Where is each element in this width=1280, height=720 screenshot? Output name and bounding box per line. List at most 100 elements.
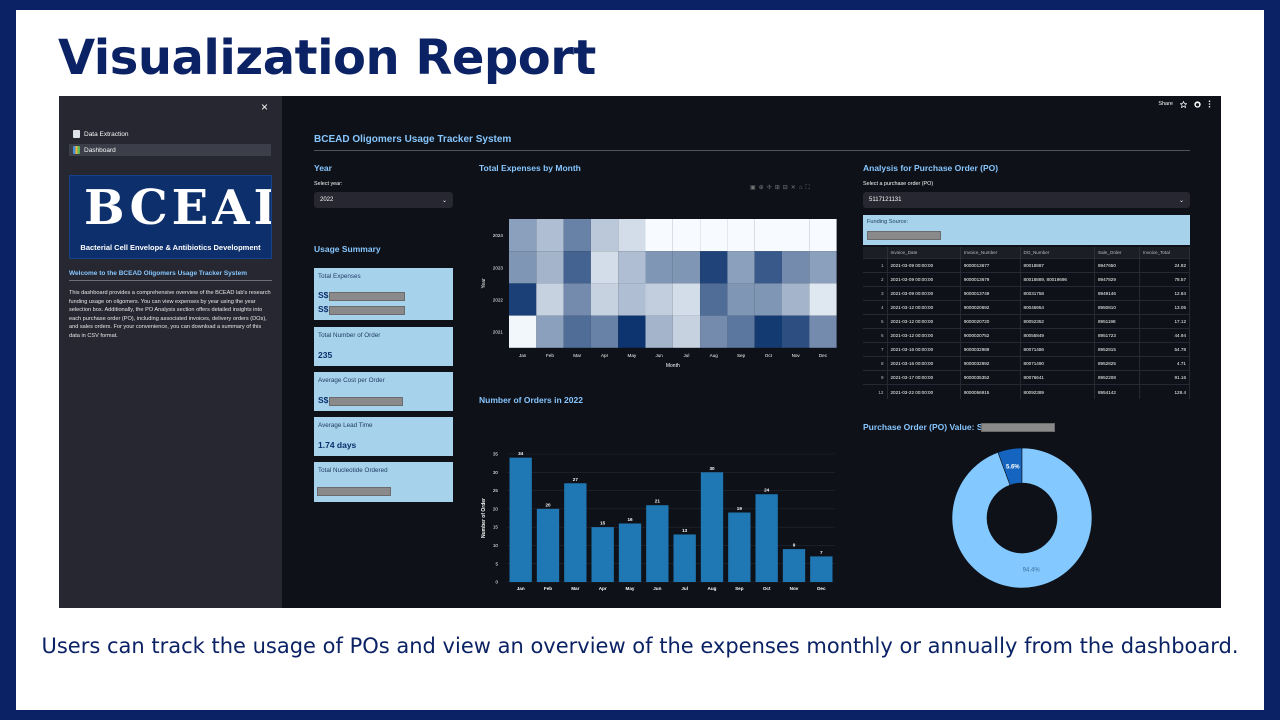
- row-index: 7: [863, 342, 888, 357]
- table-cell: 9000013677: [960, 257, 1021, 273]
- heatmap-cell: [645, 219, 673, 252]
- heatmap-cell: [590, 315, 619, 348]
- row-index: 1: [863, 257, 888, 273]
- average-cost-card: Average Cost per Order S$: [314, 372, 453, 411]
- redaction-bar: [329, 292, 405, 301]
- table-cell: 8947829: [1094, 271, 1141, 287]
- y-tick-label: 0: [495, 580, 498, 585]
- x-tick-label: Oct: [763, 586, 771, 591]
- heatmap-cell: [509, 283, 537, 316]
- card-label: Total Number of Order: [318, 332, 381, 339]
- x-tick-label: Apr: [599, 586, 607, 591]
- slide-caption: Users can track the usage of POs and vie…: [41, 634, 1239, 658]
- github-icon[interactable]: [1194, 100, 1201, 108]
- x-tick-label: Apr: [601, 353, 609, 358]
- table-cell: 2021-03-12 00:00:00: [887, 299, 961, 315]
- heatmap-cell: [509, 251, 537, 284]
- bar-value-label: 20: [545, 502, 551, 507]
- table-row[interactable]: 5 2021-03-12 00:00:00 9000020720 80052352 89…: [863, 313, 1190, 329]
- table-cell: 80018889, 80019696: [1020, 271, 1096, 287]
- donut-slice: [952, 448, 1093, 589]
- table-cell: 80055849: [1020, 327, 1096, 343]
- heatmap-cell: [700, 219, 728, 252]
- x-tick-label: Feb: [546, 353, 554, 358]
- x-tick-label: Jun: [655, 353, 663, 358]
- heatmap-cell: [563, 315, 591, 348]
- more-menu-icon[interactable]: [1208, 100, 1211, 108]
- heatmap-cell: [727, 283, 755, 316]
- table-cell: 2021-03-12 00:00:00: [887, 327, 961, 343]
- close-sidebar-icon[interactable]: ×: [260, 100, 268, 114]
- column-header[interactable]: Invoice_Number: [960, 247, 1021, 258]
- table-row[interactable]: 4 2021-03-12 00:00:00 9000020692 80046954 89…: [863, 299, 1190, 315]
- year-select[interactable]: 2022 ⌄: [314, 192, 453, 208]
- column-header[interactable]: DO_Number: [1020, 247, 1096, 258]
- table-cell: 2021-03-09 00:00:00: [887, 257, 961, 273]
- bar-value-label: 13: [682, 528, 688, 533]
- logo-text: BCEAD: [84, 180, 271, 236]
- po-select[interactable]: 5117121131 ⌄: [863, 192, 1190, 208]
- column-header[interactable]: Sale_Order: [1094, 247, 1141, 258]
- sidebar-item-dashboard[interactable]: Dashboard: [69, 144, 271, 156]
- heatmap-cell: [509, 315, 537, 348]
- table-row[interactable]: 9 2021-03-17 00:00:00 9000035352 80076641 89…: [863, 370, 1190, 385]
- table-cell: 8947650: [1094, 257, 1141, 273]
- index-header: [863, 247, 888, 258]
- bar: [591, 527, 614, 582]
- x-tick-label: Jan: [517, 586, 525, 591]
- table-row[interactable]: 6 2021-03-12 00:00:00 9000020752 80055849 89…: [863, 327, 1190, 343]
- camera-icon[interactable]: ▣: [750, 185, 759, 191]
- year-select-value: 2022: [320, 197, 334, 203]
- po-select-value: 5117121131: [869, 197, 902, 203]
- autoscale-icon[interactable]: ✕: [790, 185, 799, 191]
- column-header[interactable]: Invoice_Total: [1139, 247, 1190, 258]
- heatmap-cell: [645, 283, 673, 316]
- slice-label: 5.6%: [1006, 464, 1020, 470]
- pan-icon[interactable]: ✢: [766, 185, 775, 191]
- redaction-bar: [317, 487, 391, 496]
- share-button[interactable]: Share: [1158, 101, 1173, 107]
- x-tick-label: Dec: [819, 353, 828, 358]
- table-row[interactable]: 12 2021-03-22 00:00:00 9000056915 80092389 8…: [863, 384, 1190, 399]
- table-row[interactable]: 3 2021-03-09 00:00:00 9000013749 80031758 89…: [863, 285, 1190, 301]
- star-icon[interactable]: [1180, 100, 1187, 108]
- heatmap-cell: [536, 251, 564, 284]
- y-axis-label: Year: [481, 278, 487, 288]
- table-cell: 9000032992: [960, 356, 1021, 371]
- table-cell: 9000013749: [960, 285, 1021, 301]
- table-cell: 8951723: [1094, 327, 1141, 343]
- table-row[interactable]: 7 2021-03-16 00:00:00 9000032989 80071486 89…: [863, 342, 1190, 357]
- table-row[interactable]: 1 2021-03-09 00:00:00 9000013677 80018887 89…: [863, 257, 1190, 273]
- y-tick-label: 2023: [493, 265, 504, 270]
- column-header[interactable]: Invoice_Date: [887, 247, 961, 258]
- heatmap-cell: [563, 251, 591, 284]
- sidebar-item-label: Data Extraction: [84, 130, 129, 138]
- welcome-title: Welcome to the BCEAD Oligomers Usage Tra…: [69, 270, 272, 281]
- x-tick-label: Aug: [708, 586, 717, 591]
- card-value: S$: [318, 290, 329, 300]
- heatmap-title: Total Expenses by Month: [479, 163, 581, 173]
- table-cell: 9000056915: [960, 384, 1021, 399]
- y-tick-label: 30: [493, 470, 499, 475]
- redaction-bar: [329, 306, 405, 315]
- table-cell: 80092389: [1020, 384, 1096, 399]
- zoom-in-icon[interactable]: ⊞: [774, 185, 783, 191]
- heatmap-cell: [618, 315, 646, 348]
- welcome-body: This dashboard provides a comprehensive …: [69, 290, 271, 339]
- table-row[interactable]: 8 2021-03-16 00:00:00 9000032992 80071490 89…: [863, 356, 1190, 371]
- table-cell: 80031758: [1020, 285, 1096, 301]
- zoom-out-icon[interactable]: ⊟: [782, 185, 791, 191]
- fullscreen-icon[interactable]: ⛶: [805, 185, 813, 191]
- reset-icon[interactable]: ⌂: [798, 185, 806, 191]
- heatmap-cell: [754, 315, 782, 348]
- x-tick-label: Jul: [684, 353, 690, 358]
- bar-value-label: 7: [820, 550, 823, 555]
- zoom-icon[interactable]: ⊕: [758, 185, 767, 191]
- table-cell: 8949146: [1094, 285, 1141, 301]
- heatmap-cell: [782, 219, 810, 252]
- table-cell: 8952208: [1094, 370, 1141, 385]
- table-cell: 9000013679: [960, 271, 1021, 287]
- document-icon: [73, 130, 80, 138]
- table-row[interactable]: 2 2021-03-09 00:00:00 9000013679 80018889, …: [863, 271, 1190, 287]
- sidebar-item-data-extraction[interactable]: Data Extraction: [69, 128, 271, 140]
